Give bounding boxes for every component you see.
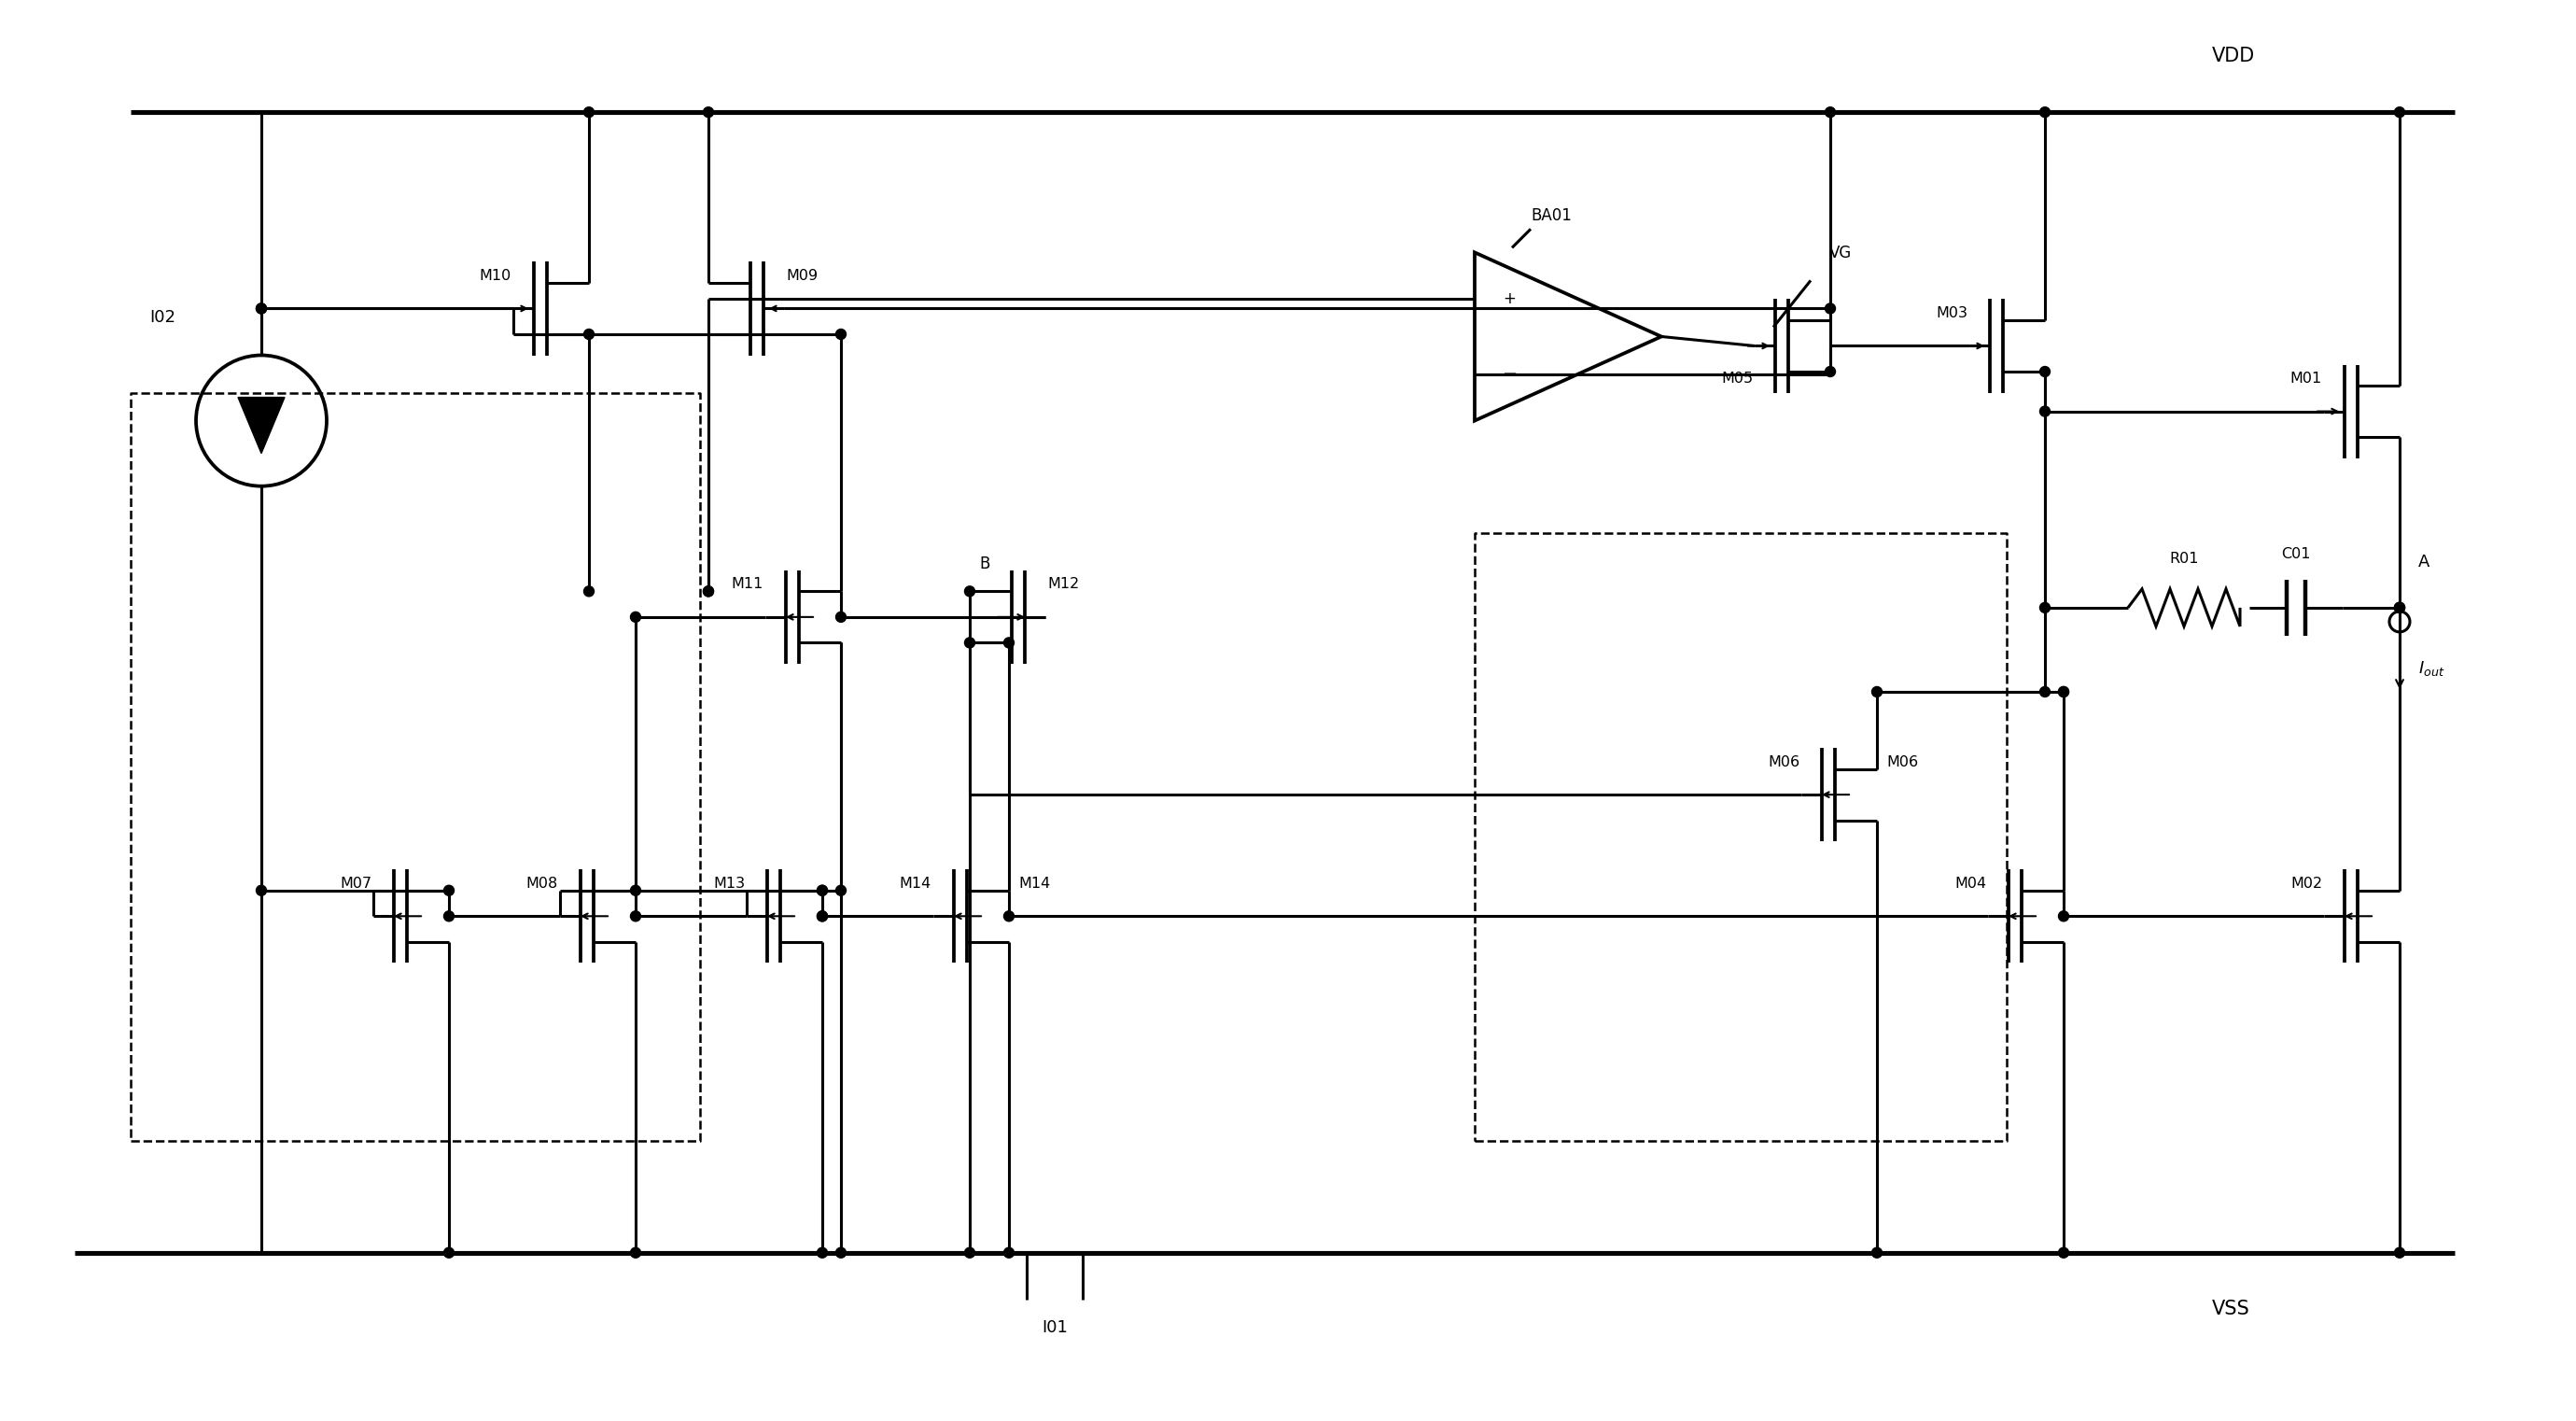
Circle shape <box>2040 367 2050 377</box>
Circle shape <box>1005 1248 1015 1258</box>
Text: BA01: BA01 <box>1530 207 1571 225</box>
Text: VSS: VSS <box>2213 1299 2249 1319</box>
Circle shape <box>963 638 974 648</box>
Polygon shape <box>237 398 286 453</box>
Text: M08: M08 <box>526 877 559 891</box>
Circle shape <box>585 107 595 118</box>
Text: M01: M01 <box>2290 372 2321 385</box>
Circle shape <box>2040 107 2050 118</box>
Circle shape <box>2058 686 2069 696</box>
Circle shape <box>631 612 641 622</box>
Circle shape <box>2396 603 2406 612</box>
Text: M02: M02 <box>2290 877 2321 891</box>
Circle shape <box>835 612 845 622</box>
Circle shape <box>443 911 453 921</box>
Text: M03: M03 <box>1935 306 1968 320</box>
Text: M06: M06 <box>1886 755 1919 769</box>
Text: B: B <box>979 556 989 573</box>
Text: R01: R01 <box>2169 551 2200 566</box>
Text: M06: M06 <box>1767 755 1801 769</box>
Text: M14: M14 <box>899 877 933 891</box>
Text: M04: M04 <box>1955 877 1986 891</box>
Text: C01: C01 <box>2282 547 2311 561</box>
Text: M09: M09 <box>786 269 817 283</box>
Circle shape <box>2040 406 2050 416</box>
Circle shape <box>631 1248 641 1258</box>
Circle shape <box>631 885 641 895</box>
Circle shape <box>2396 107 2406 118</box>
Circle shape <box>1005 911 1015 921</box>
Circle shape <box>1826 367 1834 377</box>
Circle shape <box>1873 686 1883 696</box>
Circle shape <box>443 1248 453 1258</box>
Circle shape <box>2058 1248 2069 1258</box>
Circle shape <box>255 303 265 314</box>
Circle shape <box>2058 686 2069 696</box>
Circle shape <box>963 1248 974 1258</box>
Text: M07: M07 <box>340 877 371 891</box>
Circle shape <box>703 107 714 118</box>
Circle shape <box>2040 686 2050 696</box>
Circle shape <box>2396 603 2406 612</box>
Circle shape <box>703 587 714 597</box>
Circle shape <box>817 885 827 895</box>
Circle shape <box>255 303 265 314</box>
Circle shape <box>631 911 641 921</box>
Circle shape <box>1005 638 1015 648</box>
Circle shape <box>817 1248 827 1258</box>
Circle shape <box>585 587 595 597</box>
Text: M11: M11 <box>732 577 762 591</box>
Circle shape <box>2396 1248 2406 1258</box>
Text: $I_{out}$: $I_{out}$ <box>2419 659 2445 678</box>
Circle shape <box>835 885 845 895</box>
Text: +: + <box>1502 291 1515 307</box>
Circle shape <box>817 911 827 921</box>
Circle shape <box>817 911 827 921</box>
Circle shape <box>963 587 974 597</box>
Circle shape <box>835 1248 845 1258</box>
Text: M14: M14 <box>1018 877 1051 891</box>
Text: VG: VG <box>1829 244 1852 261</box>
Circle shape <box>443 885 453 895</box>
Circle shape <box>2040 603 2050 612</box>
Text: VDD: VDD <box>2213 47 2254 65</box>
Circle shape <box>1873 1248 1883 1258</box>
Circle shape <box>835 330 845 340</box>
Circle shape <box>1826 107 1834 118</box>
Circle shape <box>2396 603 2406 612</box>
Text: I01: I01 <box>1041 1319 1066 1336</box>
Circle shape <box>585 330 595 340</box>
Text: −: − <box>1502 365 1517 382</box>
Text: M12: M12 <box>1048 577 1079 591</box>
Text: M13: M13 <box>714 877 744 891</box>
Text: M05: M05 <box>1721 372 1752 385</box>
Circle shape <box>255 885 265 895</box>
Text: I02: I02 <box>149 310 175 327</box>
Circle shape <box>1826 303 1834 314</box>
Text: A: A <box>2419 553 2429 570</box>
Text: M10: M10 <box>479 269 513 283</box>
Circle shape <box>703 587 714 597</box>
Circle shape <box>2058 911 2069 921</box>
Circle shape <box>817 885 827 895</box>
